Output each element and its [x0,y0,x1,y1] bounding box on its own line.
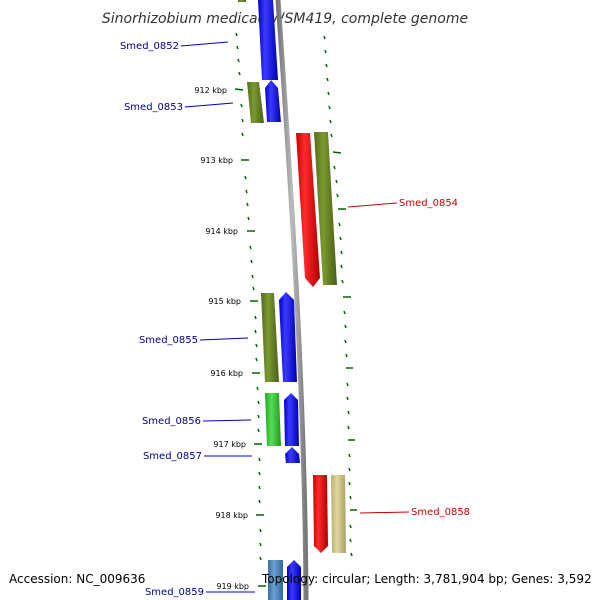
gene-feature-smed-0858[interactable] [313,475,328,553]
leader-line-smed-0856 [202,419,252,422]
gene-feature-smed-0858-cog[interactable] [331,475,346,553]
gene-feature-smed-0852[interactable] [258,0,278,80]
gene-feature-smed-0859[interactable] [287,560,301,600]
gene-label-smed-0856[interactable]: Smed_0856 [142,416,201,427]
leader-line-smed-0853 [184,102,234,108]
kbp-label: 915 kbp [208,297,241,306]
gene-feature-smed-0853[interactable] [265,80,281,122]
gene-label-smed-0859[interactable]: Smed_0859 [145,587,204,598]
kbp-label: 919 kbp [216,582,249,591]
map-title: Sinorhizobium medicae WSM419, complete g… [102,11,468,27]
gene-label-smed-0855[interactable]: Smed_0855 [139,335,198,346]
left-tick-track [234,32,266,587]
gene-label-smed-0857[interactable]: Smed_0857 [143,451,202,462]
kbp-label: 913 kbp [200,156,233,165]
accession-text: Accession: NC_009636 [9,572,146,586]
gene-feature-smed-0857[interactable] [285,447,300,463]
gene-label-smed-0852[interactable]: Smed_0852 [120,41,179,52]
kbp-label: 916 kbp [210,369,243,378]
gene-label-smed-0853[interactable]: Smed_0853 [124,102,183,113]
gene-feature-smed-0854[interactable] [296,133,320,287]
gene-feature-smed-0859-cog[interactable] [268,560,283,600]
gene-feature-smed-0856-cog[interactable] [265,393,281,446]
kbp-label: 917 kbp [213,440,246,449]
leader-line-smed-0858 [359,511,410,514]
gene-feature-smed-0856[interactable] [284,393,299,446]
genome-summary-text: Topology: circular; Length: 3,781,904 bp… [262,572,592,586]
gene-label-smed-0858[interactable]: Smed_0858 [411,507,470,518]
leader-line-smed-0855 [199,337,249,341]
kbp-label: 914 kbp [205,227,238,236]
gene-feature-cog[interactable] [238,0,246,2]
leader-line-smed-0852 [180,41,229,47]
gene-feature-smed-0855-cog[interactable] [261,293,279,382]
leader-line-smed-0854 [347,202,398,208]
gene-feature-smed-0855[interactable] [279,292,297,382]
kbp-label: 918 kbp [215,511,248,520]
kbp-label: 912 kbp [194,86,227,95]
gene-label-smed-0854[interactable]: Smed_0854 [399,198,458,209]
right-tick-track [323,35,357,557]
genome-backbone [275,0,309,600]
gene-feature-smed-0854-cog[interactable] [314,132,337,285]
gene-feature-smed-0853-cog[interactable] [247,82,264,123]
